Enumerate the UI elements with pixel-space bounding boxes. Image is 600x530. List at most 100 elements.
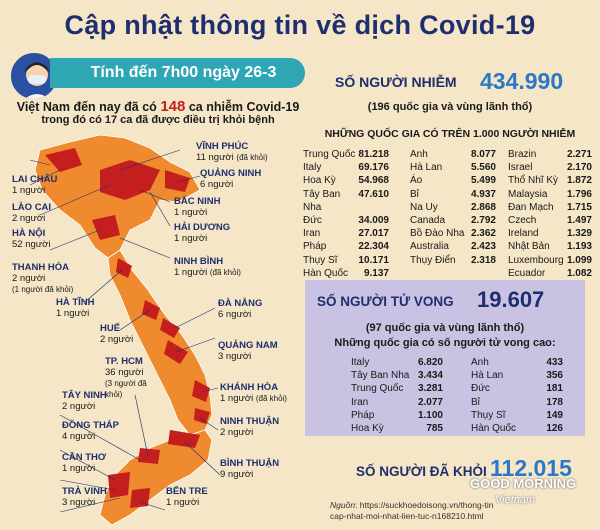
- source-label: Nguồn: [330, 500, 356, 510]
- date-ribbon: Tính đến 7h00 ngày 26-3: [50, 58, 305, 88]
- infections-table-heading: NHỮNG QUỐC GIA CÓ TRÊN 1.000 NGƯỜI NHIỄM: [324, 128, 576, 140]
- province-label-ben-tre: BẾN TRE 1 người: [166, 486, 208, 508]
- table-row: Pháp 22.304: [303, 241, 389, 253]
- table-row: Luxembourg 1.099: [508, 254, 592, 266]
- province-label-quang-nam: QUẢNG NAM 3 người: [218, 340, 278, 362]
- province-label-binh-thuan: BÌNH THUẬN 9 người: [220, 458, 280, 480]
- map-thanh-hoa-region: [92, 215, 120, 240]
- province-label-ninh-binh: NINH BÌNH 1 người (đã khỏi): [174, 256, 241, 278]
- table-row: Hà Lan 5.560: [410, 162, 496, 174]
- table-row: Hàn Quốc 126: [471, 423, 563, 435]
- table-row: Thụy Sĩ 149: [471, 409, 563, 421]
- table-row: Tây Ban Nha 47.610: [303, 188, 389, 213]
- table-row: Brazin 2.271: [508, 149, 592, 160]
- table-row: Đức 34.009: [303, 215, 389, 227]
- map-hcm-region: [138, 448, 160, 464]
- table-row: Pháp 1.100: [351, 409, 443, 421]
- province-label-hai-duong: HẢI DƯƠNG 1 người: [174, 222, 231, 244]
- province-label-da-nang: ĐÀ NẴNG 6 người: [218, 298, 263, 320]
- table-row: Hà Lan 356: [471, 370, 563, 382]
- recovered-heading: SỐ NGƯỜI ĐÃ KHỎI: [356, 464, 487, 479]
- province-label-tra-vinh: TRÀ VINH 3 người: [62, 486, 107, 508]
- province-label-ha-noi: HÀ NỘI 52 người: [12, 228, 51, 250]
- table-row: Áo 5.499: [410, 175, 496, 187]
- province-label-khanh-hoa: KHÁNH HÒA 1 người (đã khỏi): [220, 382, 287, 404]
- table-row: Anh 8.077: [410, 149, 496, 160]
- map-hanoi-region: [100, 160, 160, 200]
- table-row: Na Uy 2.868: [410, 201, 496, 213]
- map-hue-region: [142, 300, 160, 320]
- brand-logo-text: GOOD MORNING: [470, 476, 577, 491]
- province-label-quang-ninh: QUẢNG NINH 6 người: [200, 168, 262, 190]
- table-row: Czech 1.497: [508, 215, 592, 227]
- page-title: Cập nhật thông tin về dịch Covid-19: [64, 10, 536, 40]
- vietnam-map: [29, 134, 221, 526]
- infections-column-1: Trung Quốc 81.218 Italy 69.176 Hoa Kỳ 54.96…: [303, 148, 389, 280]
- table-row: Thụy Sĩ 10.171: [303, 254, 389, 266]
- map-mekong-region: [108, 472, 130, 498]
- table-row: Canada 2.792: [410, 215, 496, 227]
- table-row: Đức 181: [471, 383, 563, 395]
- map-leader-lines: [29, 149, 221, 513]
- table-row: Bỉ 4.937: [410, 188, 496, 200]
- infections-column-3: Brazin 2.271 Israel 2.170 Thổ Nhĩ Kỳ 1.872 …: [508, 148, 592, 280]
- table-row: Ireland 1.329: [508, 228, 592, 240]
- table-row: Australia 2.423: [410, 241, 496, 253]
- map-da-nang-region: [160, 318, 180, 338]
- table-row: Ecuador 1.082: [508, 267, 592, 279]
- table-row: Iran 2.077: [351, 396, 443, 408]
- table-row: Hàn Quốc 9.137: [303, 267, 389, 279]
- map-ha-tinh-region: [116, 258, 132, 278]
- province-label-can-tho: CẦN THƠ 1 người: [62, 452, 106, 474]
- table-row: Nhật Bản 1.193: [508, 241, 592, 253]
- map-khanh-hoa-region: [192, 380, 210, 402]
- infections-total: 434.990: [480, 68, 564, 94]
- province-label-dong-thap: ĐỒNG THÁP 4 người: [62, 420, 119, 442]
- source-note: Nguồn: https://suckhoedoisong.vn/thong-t…: [330, 500, 494, 521]
- table-row: Tây Ban Nha 3.434: [351, 370, 443, 382]
- vn-summary-suffix: ca nhiễm Covid-19: [188, 100, 300, 114]
- deaths-total: 19.607: [477, 287, 545, 312]
- province-label-vinh-phuc: VĨNH PHÚC 11 người (đã khỏi): [196, 141, 268, 163]
- deaths-column-1: Italy 6.820 Tây Ban Nha 3.434 Trung Quốc 3.…: [351, 356, 443, 435]
- province-label-bac-ninh: BẮC NINH 1 người: [174, 196, 221, 218]
- source-url-line1[interactable]: https://suckhoedoisong.vn/thong-tin: [359, 500, 494, 510]
- table-row: Malaysia 1.796: [508, 188, 592, 200]
- province-label-hue: HUẾ 2 người: [100, 323, 134, 345]
- source-url-line2[interactable]: cap-nhat-moi-nhat-lien-tuc-n168210.html: [330, 510, 484, 521]
- vn-case-count: 148: [160, 98, 186, 115]
- map-binh-thuan-region: [168, 430, 200, 448]
- province-label-ninh-thuan: NINH THUẬN 2 người: [220, 416, 280, 438]
- table-row: Đan Mạch 1.715: [508, 201, 592, 213]
- infections-subtitle: (196 quốc gia và vùng lãnh thổ): [367, 101, 533, 113]
- infections-heading: SỐ NGƯỜI NHIỄM: [335, 74, 457, 90]
- table-row: Bỉ 178: [471, 396, 563, 408]
- recovered-total: 112.015: [490, 455, 572, 481]
- province-label-lai-chau: LAI CHÂU 1 người: [12, 174, 58, 196]
- province-label-lao-cai: LÀO CAI 2 người: [12, 202, 52, 224]
- deaths-column-2: Anh 433 Hà Lan 356 Đức 181 Bỉ 178 Thụy Sĩ 149…: [471, 356, 563, 435]
- table-row: Hoa Kỳ 54.968: [303, 175, 389, 187]
- table-row: Trung Quốc 81.218: [303, 149, 389, 160]
- deaths-heading: SỐ NGƯỜI TỬ VONG: [317, 294, 454, 309]
- province-label-ha-tinh: HÀ TĨNH 1 người: [56, 297, 95, 319]
- map-ninh-thuan-region: [194, 408, 210, 424]
- table-row: Hoa Kỳ 785: [351, 423, 443, 435]
- province-label-thanh-hoa: THANH HÓA 2 người (1 người đã khỏi): [12, 262, 74, 294]
- table-row: Israel 2.170: [508, 162, 592, 174]
- map-ben-tre-region: [130, 488, 150, 508]
- brand-logo-subtext: Vietnam: [495, 494, 536, 506]
- map-lao-cai-region: [45, 148, 82, 172]
- province-label-tay-ninh: TÂY NINH 2 người: [62, 390, 107, 412]
- vn-summary-line: Việt Nam đến nay đã có 148 ca nhiễm Covi…: [8, 98, 308, 115]
- table-row: Italy 69.176: [303, 162, 389, 174]
- deaths-table-heading: Những quốc gia có số người tử vong cao:: [334, 337, 556, 349]
- table-row: Thổ Nhĩ Kỳ 1.872: [508, 175, 592, 187]
- table-row: Trung Quốc 3.281: [351, 383, 443, 395]
- table-row: Anh 433: [471, 357, 563, 368]
- province-label-tp-hcm: TP. HCM 36 người (3 người đã khỏi): [105, 356, 147, 399]
- deaths-panel: SỐ NGƯỜI TỬ VONG 19.607 (97 quốc gia và …: [305, 280, 585, 436]
- deaths-subtitle: (97 quốc gia và vùng lãnh thổ): [365, 322, 525, 334]
- infections-column-2: Anh 8.077 Hà Lan 5.560 Áo 5.499 Bỉ 4.937 Na …: [410, 148, 496, 267]
- table-row: Thụy Điển 2.318: [410, 254, 496, 266]
